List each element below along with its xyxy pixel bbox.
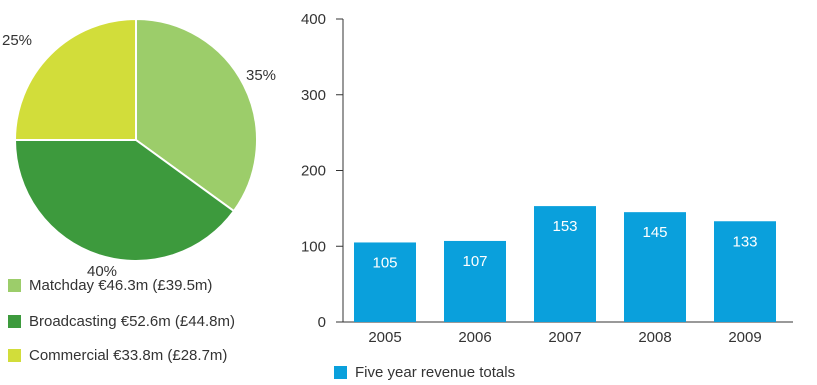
- legend-label-revenue: Five year revenue totals: [355, 364, 516, 381]
- legend-swatch-matchday: [8, 279, 21, 292]
- legend-label-matchday: Matchday €46.3m (£39.5m): [29, 277, 213, 294]
- pie-slice-label-1: 35%: [246, 67, 276, 84]
- bar-2006: [444, 240, 506, 322]
- legend-item-matchday: Matchday €46.3m (£39.5m): [8, 277, 212, 294]
- legend-item-commercial: Commercial €33.8m (£28.7m): [8, 347, 227, 364]
- y-tick-label: 100: [301, 238, 326, 255]
- legend-swatch-broadcasting: [8, 315, 21, 328]
- legend-item-revenue: Five year revenue totals: [334, 364, 515, 381]
- pie-slice-label-2: 40%: [87, 263, 117, 280]
- legend-swatch-revenue: [334, 366, 347, 379]
- x-tick-label-2009: 2009: [728, 329, 761, 346]
- bar-chart: 0 100 200 300 400 105 2005 107 2006 153 2007 145 200…: [301, 11, 793, 346]
- bar-2005: [354, 242, 416, 322]
- legend-item-broadcasting: Broadcasting €52.6m (£44.8m): [8, 313, 235, 330]
- y-tick-label: 200: [301, 163, 326, 180]
- bar-2007: [534, 206, 596, 322]
- pie-chart: 35% 40% 25%: [2, 17, 276, 280]
- pie-slice-1: [135, 17, 258, 213]
- bar-value-label-2009: 133: [732, 233, 757, 250]
- pie-slice-3: [13, 17, 137, 141]
- legend-label-broadcasting: Broadcasting €52.6m (£44.8m): [29, 313, 235, 330]
- bar-value-label-2006: 107: [462, 253, 487, 270]
- y-tick-label: 300: [301, 87, 326, 104]
- legend-label-commercial: Commercial €33.8m (£28.7m): [29, 347, 228, 364]
- y-tick-label: 0: [318, 314, 326, 331]
- bar-value-label-2008: 145: [642, 224, 667, 241]
- pie-slice-2: [13, 139, 236, 262]
- bar-2008: [624, 212, 686, 322]
- bar-value-label-2007: 153: [552, 218, 577, 235]
- bar-value-label-2005: 105: [372, 254, 397, 271]
- bar-2009: [714, 221, 776, 322]
- x-tick-label-2007: 2007: [548, 329, 581, 346]
- x-tick-label-2008: 2008: [638, 329, 671, 346]
- x-tick-label-2005: 2005: [368, 329, 401, 346]
- legend-swatch-commercial: [8, 349, 21, 362]
- pie-slice-label-3: 25%: [2, 32, 32, 49]
- x-tick-label-2006: 2006: [458, 329, 491, 346]
- y-tick-label: 400: [301, 11, 326, 28]
